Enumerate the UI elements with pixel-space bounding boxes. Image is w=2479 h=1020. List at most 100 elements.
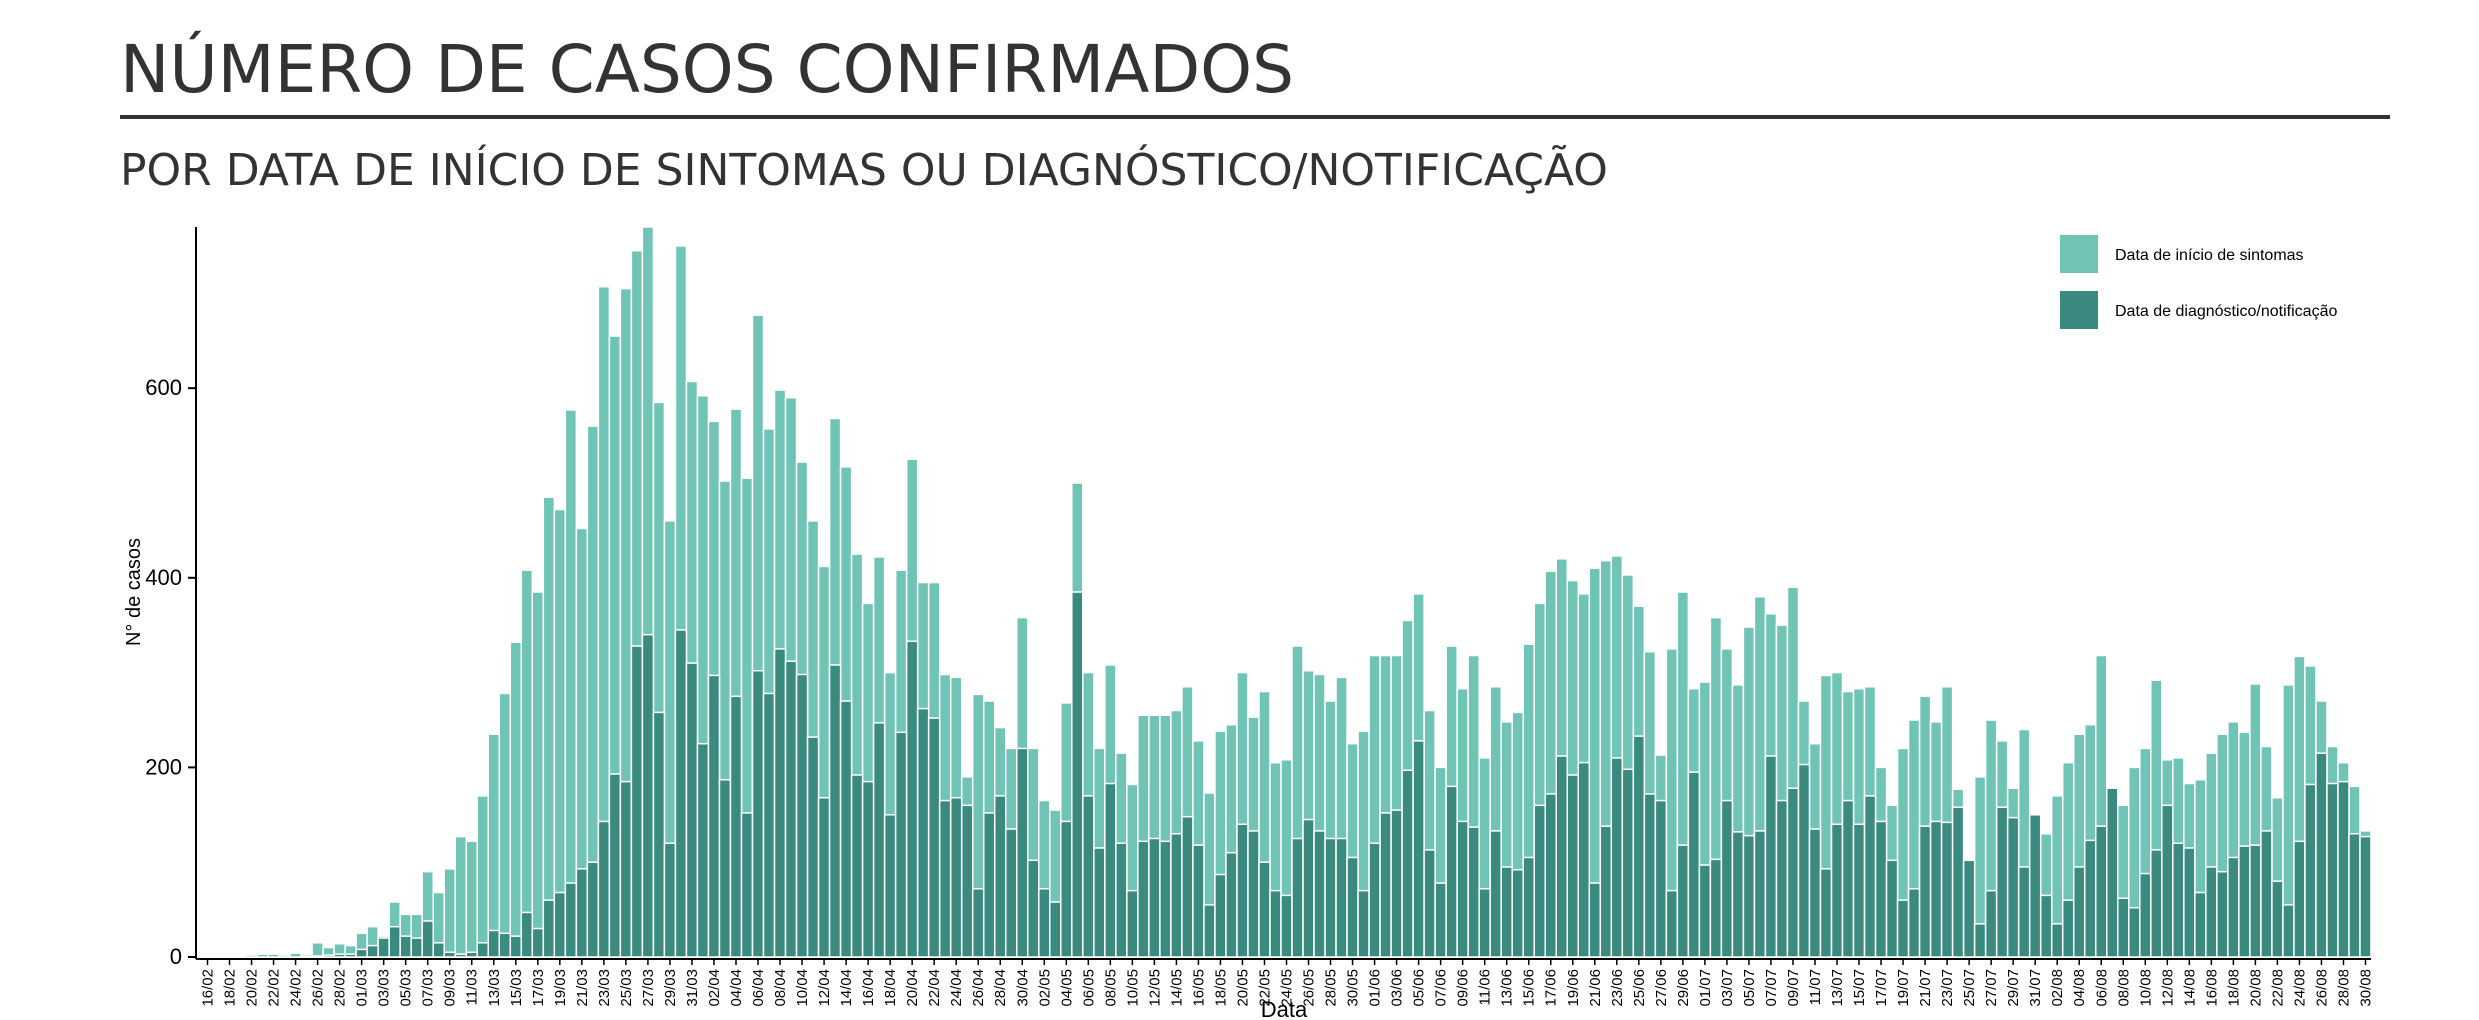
x-tick-label: 13/07 bbox=[1829, 969, 1846, 1007]
bar bbox=[487, 929, 501, 958]
x-tick-label: 22/05 bbox=[1256, 969, 1273, 1007]
bar bbox=[1313, 830, 1326, 958]
x-tick-label: 17/03 bbox=[530, 969, 547, 1007]
bar bbox=[2072, 866, 2086, 958]
bar bbox=[1038, 887, 1051, 958]
bar bbox=[1731, 831, 1745, 958]
bar bbox=[1885, 859, 1899, 958]
bar bbox=[2050, 923, 2064, 958]
x-tick-label: 04/08 bbox=[2071, 969, 2088, 1007]
bar bbox=[2315, 752, 2328, 958]
bar bbox=[553, 508, 567, 958]
bar bbox=[1478, 887, 1491, 958]
x-tick-label: 22/02 bbox=[266, 969, 283, 1007]
x-tick-label: 08/08 bbox=[2115, 969, 2132, 1007]
bar bbox=[1302, 818, 1315, 958]
bar bbox=[388, 925, 401, 958]
bar bbox=[652, 711, 666, 958]
x-tick-label: 24/04 bbox=[948, 969, 965, 1007]
bar bbox=[1027, 859, 1040, 958]
bar bbox=[520, 911, 534, 958]
x-tick-label: 01/06 bbox=[1367, 969, 1384, 1007]
bar bbox=[1951, 806, 1965, 958]
bar bbox=[2006, 816, 2020, 958]
bar bbox=[553, 891, 567, 958]
bar bbox=[454, 953, 467, 958]
bar bbox=[1115, 842, 1128, 958]
x-tick-label: 24/08 bbox=[2291, 969, 2308, 1007]
bar bbox=[1104, 782, 1117, 958]
bar bbox=[927, 717, 941, 958]
bar bbox=[1291, 837, 1304, 958]
x-tick-label: 27/07 bbox=[1983, 969, 2000, 1007]
y-tick-label: 200 bbox=[145, 754, 182, 779]
x-tick-label: 21/07 bbox=[1917, 969, 1934, 1007]
bar bbox=[267, 953, 280, 958]
bar bbox=[2094, 825, 2108, 958]
x-tick-label: 21/06 bbox=[1587, 969, 1604, 1007]
x-tick-label: 03/07 bbox=[1719, 969, 1736, 1007]
bar bbox=[2304, 783, 2317, 958]
bar bbox=[619, 780, 633, 958]
chart-title: NÚMERO DE CASOS CONFIRMADOS bbox=[120, 31, 1294, 108]
x-tick-label: 24/05 bbox=[1279, 969, 1296, 1007]
bar bbox=[1962, 859, 1976, 958]
bar bbox=[1698, 864, 1712, 958]
x-tick-label: 13/06 bbox=[1499, 969, 1516, 1007]
x-tick-label: 29/06 bbox=[1675, 969, 1692, 1007]
bar bbox=[421, 920, 434, 958]
bar bbox=[597, 820, 611, 958]
x-tick-label: 16/08 bbox=[2203, 969, 2220, 1007]
bar bbox=[2139, 872, 2152, 958]
bar bbox=[256, 953, 269, 958]
bar bbox=[1907, 887, 1921, 958]
x-tick-label: 09/06 bbox=[1455, 969, 1472, 1007]
bar bbox=[1984, 889, 1998, 958]
x-tick-label: 31/07 bbox=[2027, 969, 2044, 1007]
bar bbox=[1181, 815, 1194, 958]
bar bbox=[1995, 806, 2009, 958]
bar bbox=[1742, 834, 1756, 958]
bar bbox=[1511, 869, 1524, 958]
x-tick-label: 09/03 bbox=[442, 969, 459, 1007]
bar bbox=[2061, 899, 2075, 958]
bar bbox=[828, 664, 842, 958]
bar bbox=[1269, 889, 1282, 958]
bar bbox=[1786, 787, 1800, 958]
bar bbox=[817, 796, 831, 958]
x-tick-label: 17/06 bbox=[1543, 969, 1560, 1007]
bar bbox=[2348, 833, 2361, 958]
bar bbox=[718, 778, 732, 958]
bar bbox=[1753, 830, 1767, 958]
bar bbox=[2106, 787, 2119, 958]
x-tick-label: 15/03 bbox=[508, 969, 525, 1007]
bar bbox=[894, 731, 908, 958]
x-tick-label: 01/03 bbox=[354, 969, 371, 1007]
bar bbox=[443, 951, 456, 958]
bar bbox=[2249, 844, 2262, 958]
bar bbox=[1874, 820, 1888, 958]
bar bbox=[531, 591, 545, 958]
bar bbox=[355, 948, 368, 958]
bar bbox=[278, 954, 291, 958]
x-tick-label: 20/08 bbox=[2247, 969, 2264, 1007]
bar bbox=[1775, 799, 1789, 958]
bar bbox=[1004, 828, 1018, 958]
bar bbox=[1654, 799, 1668, 958]
bar bbox=[1093, 847, 1106, 958]
x-tick-label: 02/04 bbox=[706, 969, 723, 1007]
bar bbox=[289, 952, 302, 958]
bar bbox=[2117, 897, 2130, 958]
bar bbox=[1852, 823, 1866, 958]
y-tick-label: 600 bbox=[145, 375, 182, 400]
x-tick-label: 16/04 bbox=[860, 969, 877, 1007]
x-tick-label: 15/06 bbox=[1521, 969, 1538, 1007]
x-tick-label: 22/04 bbox=[926, 969, 943, 1007]
bar bbox=[674, 629, 688, 958]
bar bbox=[1500, 866, 1513, 958]
bar bbox=[993, 795, 1007, 958]
bar bbox=[1610, 757, 1624, 958]
bar bbox=[1049, 901, 1062, 958]
bar bbox=[696, 742, 710, 958]
bar bbox=[300, 955, 313, 958]
